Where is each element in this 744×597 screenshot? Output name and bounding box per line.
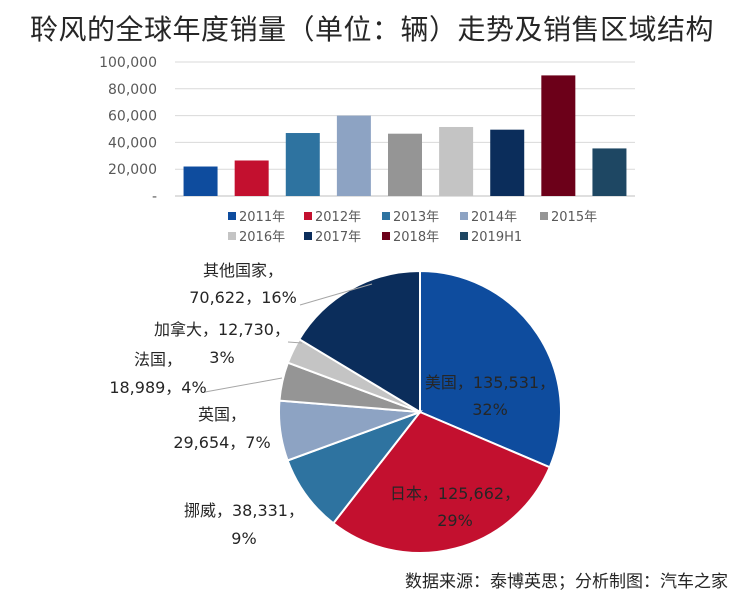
pie-slice	[419, 269, 562, 469]
pie-data-label: 日本，125,662，	[390, 484, 520, 503]
bar-y-axis: - 20,000 40,000 60,000 80,000 100,000	[99, 55, 157, 205]
legend-label: 2012年	[315, 210, 361, 225]
pie-data-label: 32%	[472, 400, 508, 419]
y-tick-label: -	[152, 189, 157, 205]
legend-label: 2015年	[551, 210, 597, 225]
y-tick-label: 100,000	[99, 55, 157, 71]
pie-data-label: 70,622，16%	[189, 288, 297, 307]
source-note: 数据来源：泰博英思；分析制图：汽车之家	[405, 572, 728, 592]
pie-slice	[331, 410, 552, 554]
bar-series	[183, 75, 627, 196]
leader-line	[204, 377, 283, 393]
legend-swatch	[382, 212, 390, 220]
legend-label: 2011年	[239, 210, 285, 225]
bar	[490, 129, 525, 196]
legend-swatch	[460, 232, 468, 240]
bar	[234, 160, 269, 196]
pie-data-label: 加拿大，12,730，	[154, 320, 290, 339]
pie-data-label: 其他国家，	[203, 261, 283, 280]
leader-line	[299, 283, 373, 306]
legend-swatch	[304, 232, 312, 240]
legend-swatch	[228, 212, 236, 220]
pie-slices	[278, 269, 562, 554]
bar	[592, 148, 627, 196]
pie-data-label: 美国，135,531，	[425, 373, 555, 392]
pie-data-label: 法国，	[134, 350, 182, 369]
y-tick-label: 80,000	[108, 82, 157, 98]
pie-data-label: 29,654，7%	[173, 433, 270, 452]
bar-legend: 2011年 2012年 2013年 2014年 2015年 2016年 2017年 2018年…	[228, 210, 597, 245]
bar	[285, 133, 320, 196]
legend-label: 2018年	[393, 230, 439, 245]
y-tick-label: 40,000	[108, 135, 157, 151]
pie-data-label: 29%	[437, 511, 473, 530]
legend-swatch	[382, 232, 390, 240]
pie-leader-lines	[204, 283, 373, 393]
legend-swatch	[304, 212, 312, 220]
legend-label: 2014年	[471, 210, 517, 225]
legend-label: 2016年	[239, 230, 285, 245]
bar	[336, 115, 371, 196]
pie-data-labels: 美国，135,531， 32% 日本，125,662， 29% 挪威，38,331， 9%…	[109, 261, 555, 548]
bar	[183, 166, 218, 196]
legend-label: 2019H1	[471, 230, 522, 245]
chart-title: 聆风的全球年度销量（单位：辆）走势及销售区域结构	[29, 13, 714, 46]
pie-data-label: 9%	[231, 529, 256, 548]
legend-swatch	[540, 212, 548, 220]
legend-swatch	[460, 212, 468, 220]
y-tick-label: 60,000	[108, 109, 157, 125]
pie-data-label: 英国，	[198, 405, 246, 424]
bar	[439, 126, 474, 196]
bar	[541, 75, 576, 196]
leader-line	[287, 341, 303, 344]
legend-swatch	[228, 232, 236, 240]
legend-label: 2017年	[315, 230, 361, 245]
bar	[388, 133, 422, 196]
pie-data-label: 3%	[209, 348, 234, 367]
legend-label: 2013年	[393, 210, 439, 225]
pie-data-label: 18,989，4%	[109, 378, 206, 397]
pie-data-label: 挪威，38,331，	[184, 501, 304, 520]
y-tick-label: 20,000	[108, 162, 157, 178]
pie-slice	[297, 269, 421, 414]
